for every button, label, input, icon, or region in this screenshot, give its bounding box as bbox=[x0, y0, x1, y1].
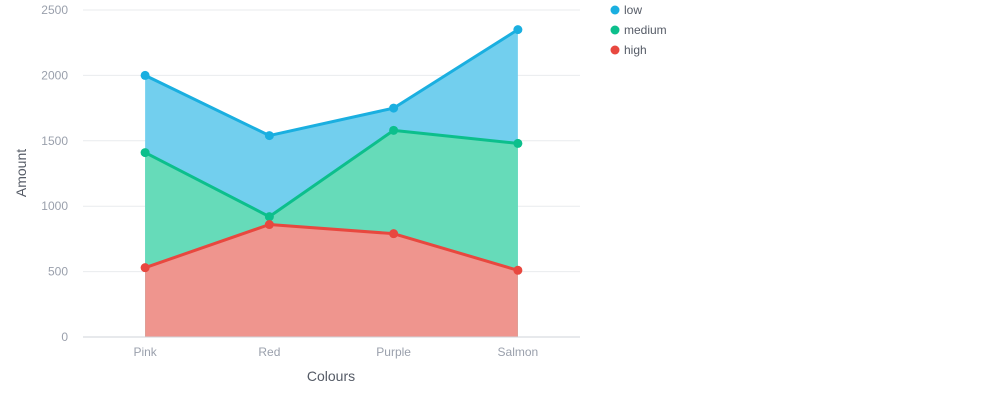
point-low[interactable] bbox=[513, 25, 523, 35]
y-tick-label: 2000 bbox=[41, 68, 68, 82]
legend-marker-high bbox=[610, 45, 620, 55]
point-low[interactable] bbox=[264, 131, 274, 141]
x-axis-ticks: Pink Red Purple Salmon bbox=[133, 345, 538, 359]
x-tick-label: Purple bbox=[376, 345, 411, 359]
series-lines bbox=[143, 28, 520, 272]
legend-label-low[interactable]: low bbox=[624, 3, 642, 17]
y-tick-label: 1000 bbox=[41, 199, 68, 213]
line-high bbox=[143, 223, 520, 272]
series-points bbox=[140, 25, 523, 275]
point-high[interactable] bbox=[389, 229, 399, 239]
legend: low medium high bbox=[610, 3, 667, 57]
y-axis-ticks: 0 500 1000 1500 2000 2500 bbox=[41, 3, 68, 344]
point-low[interactable] bbox=[389, 103, 399, 113]
area-high bbox=[145, 224, 518, 337]
point-low[interactable] bbox=[140, 70, 150, 80]
line-low bbox=[143, 28, 520, 138]
x-tick-label: Pink bbox=[133, 345, 157, 359]
point-medium[interactable] bbox=[140, 148, 150, 158]
x-tick-label: Red bbox=[258, 345, 280, 359]
y-tick-label: 2500 bbox=[41, 3, 68, 17]
legend-label-medium[interactable]: medium bbox=[624, 23, 667, 37]
y-tick-label: 500 bbox=[48, 265, 68, 279]
legend-marker-medium bbox=[610, 25, 620, 35]
line-medium bbox=[143, 128, 520, 219]
legend-marker-low bbox=[610, 5, 620, 15]
y-tick-label: 1500 bbox=[41, 134, 68, 148]
point-high[interactable] bbox=[513, 265, 523, 275]
point-medium[interactable] bbox=[513, 138, 523, 148]
y-tick-label: 0 bbox=[61, 330, 68, 344]
point-high[interactable] bbox=[264, 220, 274, 230]
y-axis-label: Amount bbox=[13, 149, 29, 197]
point-high[interactable] bbox=[140, 263, 150, 273]
legend-label-high[interactable]: high bbox=[624, 43, 647, 57]
point-medium[interactable] bbox=[389, 125, 399, 135]
point-medium[interactable] bbox=[264, 212, 274, 222]
series-areas bbox=[145, 29, 518, 338]
x-tick-label: Salmon bbox=[498, 345, 539, 359]
x-axis-label: Colours bbox=[307, 368, 355, 384]
